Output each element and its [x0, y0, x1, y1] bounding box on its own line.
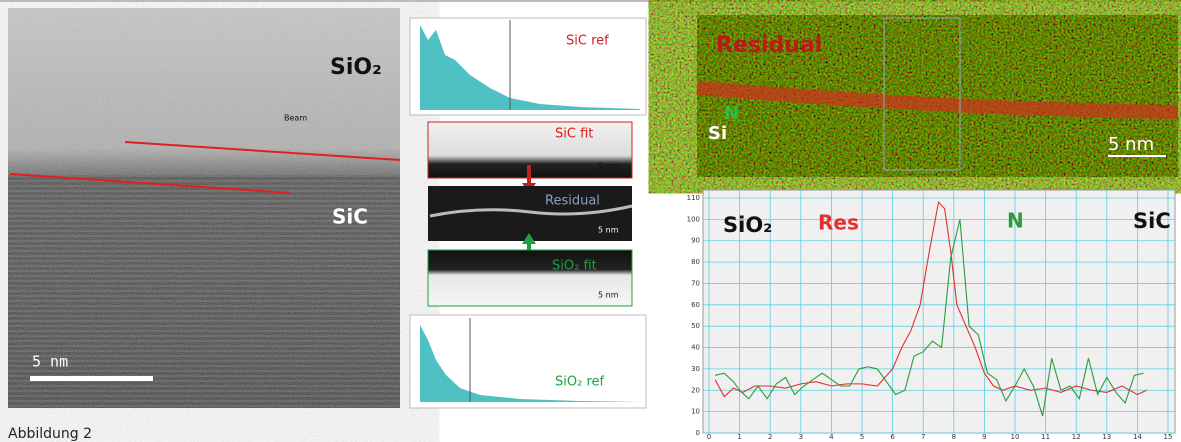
- panel-label: Residual: [545, 194, 600, 209]
- y-tick-label: 20: [691, 386, 700, 394]
- scale-bar-label: 5 nm: [32, 353, 68, 371]
- x-tick-label: 12: [1072, 433, 1081, 441]
- legend-entry: N: [1007, 209, 1024, 233]
- x-tick-label: 3: [799, 433, 803, 441]
- scale-bar-label: 5 nm: [598, 291, 619, 300]
- y-tick-label: 40: [691, 344, 700, 352]
- scale-bar-label: 5 nm: [598, 226, 619, 235]
- map-label: Si: [708, 123, 727, 144]
- fit-image: SiO₂ fit 5 nm: [428, 250, 632, 306]
- map-label: N: [724, 103, 739, 124]
- y-tick-label: 10: [691, 408, 700, 416]
- spectrum-panel: SiC ref: [410, 18, 646, 115]
- tem-label: SiC: [332, 205, 368, 229]
- panel-label: SiO₂ fit: [552, 259, 597, 274]
- spectrum-panel: SiO₂ ref: [410, 315, 646, 408]
- map-label: Residual: [716, 33, 822, 58]
- annotation: SiC: [1133, 209, 1171, 233]
- x-tick-label: 8: [952, 433, 956, 441]
- residual-image: Residual 5 nm: [428, 186, 632, 241]
- x-tick-label: 6: [890, 433, 895, 441]
- tem-label: SiO₂: [330, 55, 382, 80]
- panel-label: SiC fit: [555, 127, 593, 142]
- x-tick-label: 13: [1102, 433, 1111, 441]
- x-tick-label: 9: [982, 433, 986, 441]
- panel-label: SiO₂ ref: [555, 375, 604, 390]
- y-tick-label: 70: [691, 279, 700, 287]
- scale-bar-label: 5 nm: [1108, 134, 1154, 155]
- y-tick-label: 0: [696, 429, 700, 437]
- panel-label: SiC ref: [566, 34, 609, 49]
- y-tick-label: 90: [691, 237, 700, 245]
- elemental-map: Residual N Si 5 nm: [697, 15, 1178, 177]
- tem-image: SiO₂ Beam SiC 5 nm: [8, 8, 400, 408]
- x-tick-label: 7: [921, 433, 925, 441]
- x-tick-label: 10: [1011, 433, 1020, 441]
- x-tick-label: 11: [1041, 433, 1050, 441]
- y-tick-label: 60: [691, 301, 700, 309]
- x-tick-label: 5: [860, 433, 864, 441]
- y-tick-label: 80: [691, 258, 700, 266]
- legend-entry: Res: [818, 211, 859, 235]
- x-tick-label: 1: [737, 433, 741, 441]
- x-tick-label: 2: [768, 433, 772, 441]
- x-tick-label: 0: [707, 433, 711, 441]
- y-tick-label: 100: [687, 215, 700, 223]
- x-tick-label: 15: [1164, 433, 1173, 441]
- scale-bar-label: 5 nm: [598, 162, 619, 171]
- caption: Abbildung 2: [8, 426, 92, 442]
- annotation: SiO₂: [723, 213, 772, 237]
- figure: SiO₂ Beam SiC 5 nm SiC ref SiC fit 5 nm …: [0, 0, 1181, 442]
- y-tick-label: 30: [691, 365, 700, 373]
- y-tick-label: 110: [687, 194, 700, 202]
- x-tick-label: 4: [829, 433, 834, 441]
- tem-label: Beam: [284, 114, 307, 123]
- x-tick-label: 14: [1133, 433, 1142, 441]
- y-tick-label: 50: [691, 322, 700, 330]
